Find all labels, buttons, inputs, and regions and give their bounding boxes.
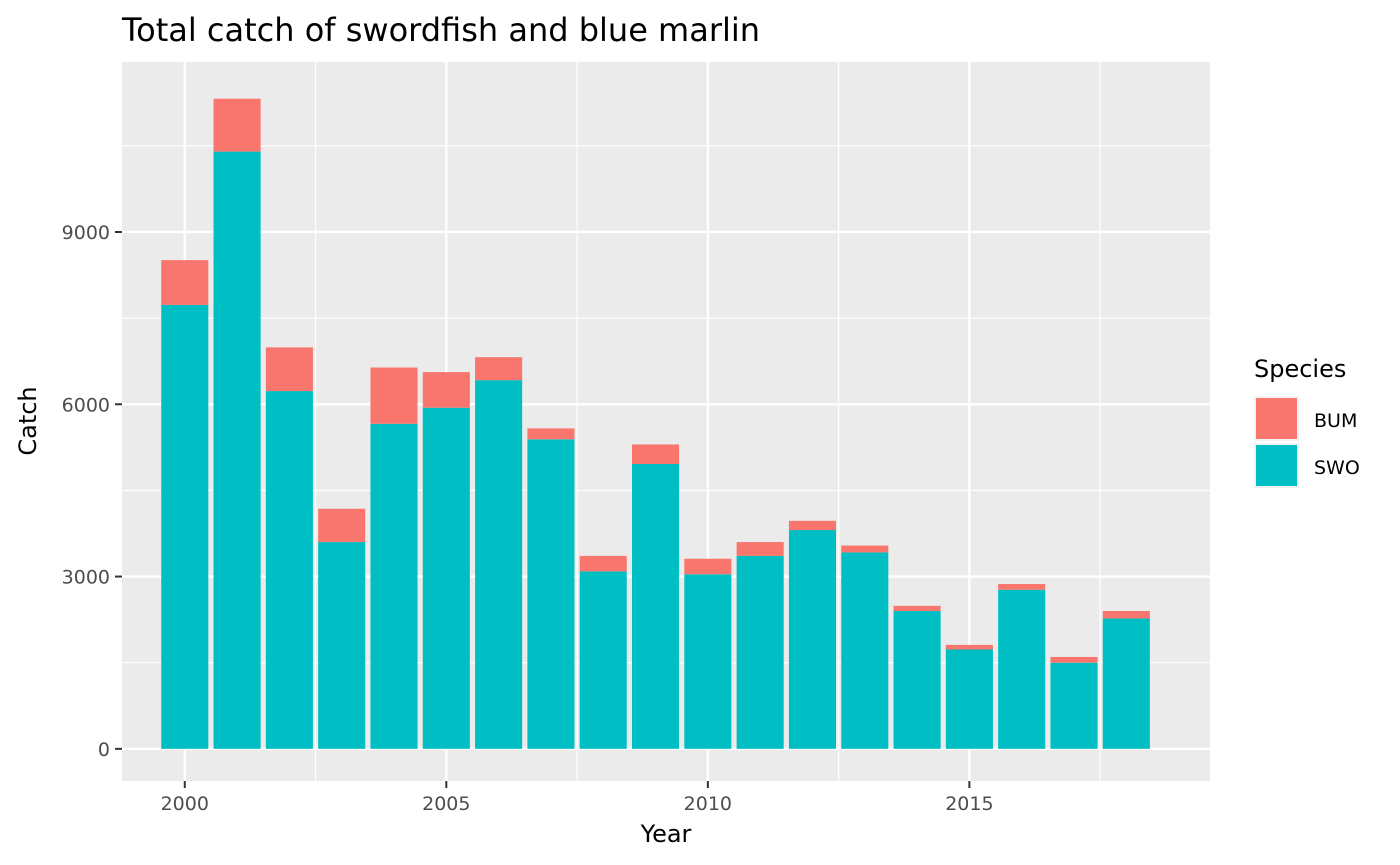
- bar-bum-2001: [213, 98, 261, 152]
- bar-swo-2016: [998, 589, 1046, 749]
- bar-swo-2005: [422, 407, 470, 749]
- chart-title: Total catch of swordfish and blue marlin: [121, 11, 760, 49]
- bar-bum-2009: [632, 444, 680, 464]
- bar-bum-2002: [265, 347, 313, 392]
- legend-swatch-bum: [1256, 398, 1297, 439]
- y-tick-label: 6000: [62, 394, 110, 416]
- y-tick-label: 9000: [62, 222, 110, 244]
- bar-bum-2012: [788, 520, 836, 531]
- bar-swo-2008: [579, 571, 627, 749]
- bar-swo-2001: [213, 151, 261, 749]
- bar-swo-2006: [475, 380, 523, 749]
- bar-bum-2000: [161, 260, 209, 305]
- bar-bum-2005: [422, 372, 470, 408]
- legend: Species BUM SWO: [1254, 355, 1360, 488]
- bar-swo-2014: [893, 611, 941, 749]
- bar-swo-2009: [632, 463, 680, 749]
- bar-bum-2013: [841, 545, 889, 553]
- bar-swo-2013: [841, 552, 889, 749]
- bars: [161, 98, 1150, 749]
- bar-bum-2010: [684, 558, 732, 575]
- bar-swo-2011: [736, 555, 784, 749]
- bar-bum-2011: [736, 542, 784, 556]
- bar-swo-2010: [684, 574, 732, 749]
- bar-bum-2015: [945, 644, 993, 650]
- y-tick-label: 3000: [62, 567, 110, 589]
- bar-swo-2015: [945, 649, 993, 749]
- legend-swatch-swo: [1256, 445, 1297, 486]
- y-axis-title: Catch: [14, 386, 42, 455]
- bar-bum-2017: [1050, 656, 1098, 663]
- bar-swo-2007: [527, 439, 575, 749]
- bar-swo-2017: [1050, 662, 1098, 749]
- bar-bum-2018: [1102, 611, 1150, 619]
- bar-bum-2016: [998, 584, 1046, 590]
- x-tick-label: 2015: [945, 793, 993, 815]
- bar-bum-2004: [370, 367, 418, 424]
- bar-bum-2003: [318, 508, 366, 543]
- bar-swo-2002: [265, 391, 313, 749]
- bar-swo-2003: [318, 542, 366, 749]
- legend-title: Species: [1254, 355, 1346, 383]
- x-tick-label: 2010: [684, 793, 732, 815]
- bar-swo-2018: [1102, 618, 1150, 749]
- bar-bum-2006: [475, 357, 523, 381]
- x-axis: 2000 2005 2010 2015: [161, 781, 994, 815]
- bar-swo-2000: [161, 304, 209, 749]
- y-tick-label: 0: [98, 739, 110, 761]
- bar-swo-2012: [788, 530, 836, 749]
- x-tick-label: 2005: [422, 793, 470, 815]
- x-tick-label: 2000: [161, 793, 209, 815]
- bar-bum-2007: [527, 428, 575, 440]
- bar-swo-2004: [370, 423, 418, 749]
- x-axis-title: Year: [640, 820, 692, 848]
- legend-label-bum: BUM: [1314, 410, 1357, 432]
- legend-label-swo: SWO: [1314, 457, 1360, 479]
- bar-bum-2008: [579, 555, 627, 572]
- y-axis: 0 3000 6000 9000: [62, 222, 122, 761]
- bar-bum-2014: [893, 605, 941, 612]
